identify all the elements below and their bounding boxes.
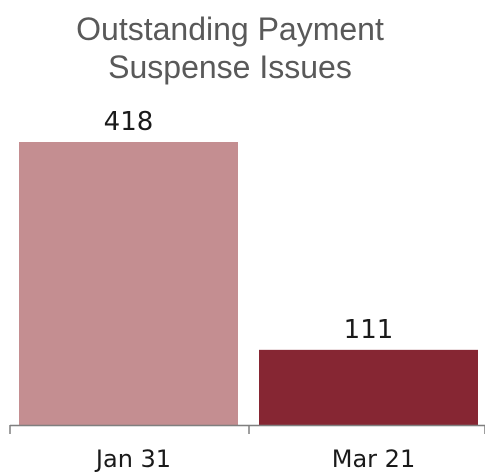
x-tick-label-mar-21: Mar 21 <box>332 445 415 473</box>
x-tick-label-jan-31: Jan 31 <box>94 445 171 473</box>
data-label-jan-31: 418 <box>104 107 154 137</box>
data-label-mar-21: 111 <box>344 315 394 345</box>
chart-title: Outstanding Payment Suspense Issues <box>0 10 460 86</box>
bar-mar-21 <box>259 349 478 425</box>
chart-title-line-1: Outstanding Payment <box>76 11 384 47</box>
chart-title-line-2: Suspense Issues <box>108 49 352 85</box>
bar-jan-31 <box>19 142 238 425</box>
